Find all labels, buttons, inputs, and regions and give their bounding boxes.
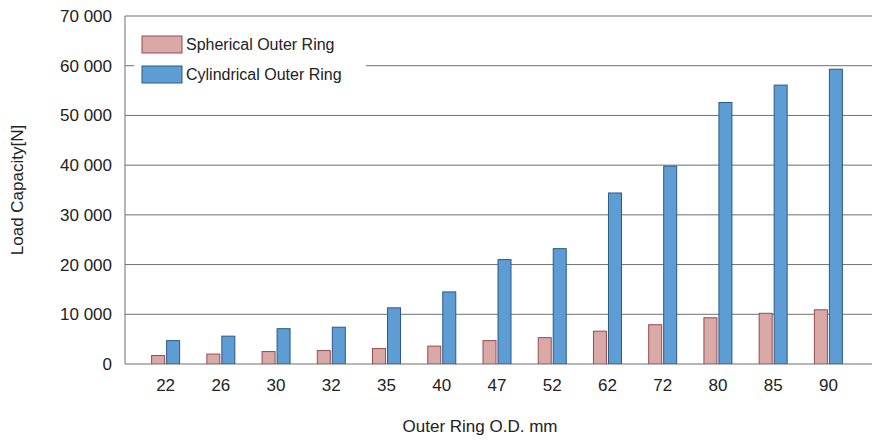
bar bbox=[373, 349, 386, 364]
bar bbox=[388, 308, 401, 364]
y-tick-label: 30 000 bbox=[60, 206, 112, 225]
grid-line bbox=[125, 165, 872, 166]
bar bbox=[428, 346, 441, 364]
legend: Spherical Outer Ring Cylindrical Outer Ri… bbox=[134, 26, 366, 96]
legend-label: Spherical Outer Ring bbox=[186, 36, 335, 53]
x-tick-label: 52 bbox=[543, 376, 562, 395]
bar bbox=[483, 341, 496, 364]
grid-line bbox=[125, 214, 872, 215]
chart: 0 10 000 20 000 30 000 40 000 50 000 60 000 70 … bbox=[0, 0, 880, 444]
bar bbox=[704, 318, 717, 364]
y-tick-label: 50 000 bbox=[60, 106, 112, 125]
x-tick-label: 47 bbox=[488, 376, 507, 395]
y-tick-label: 70 000 bbox=[60, 7, 112, 26]
bar bbox=[829, 69, 842, 364]
bar bbox=[152, 356, 165, 364]
bar bbox=[664, 166, 677, 364]
legend-swatch bbox=[142, 36, 182, 53]
y-tick-label: 60 000 bbox=[60, 57, 112, 76]
x-tick-label: 35 bbox=[377, 376, 396, 395]
y-tick-label: 10 000 bbox=[60, 305, 112, 324]
bar bbox=[719, 103, 732, 364]
bar bbox=[774, 85, 787, 364]
bar bbox=[443, 292, 456, 364]
x-tick-label: 30 bbox=[267, 376, 286, 395]
bar bbox=[277, 329, 290, 364]
x-axis-label: Outer Ring O.D. mm bbox=[403, 417, 558, 436]
x-tick-label: 90 bbox=[819, 376, 838, 395]
x-tick-label: 40 bbox=[432, 376, 451, 395]
x-tick-label: 22 bbox=[156, 376, 175, 395]
bar bbox=[498, 260, 511, 364]
y-tick-label: 20 000 bbox=[60, 256, 112, 275]
x-tick-label: 72 bbox=[653, 376, 672, 395]
x-tick-label: 32 bbox=[322, 376, 341, 395]
bar bbox=[262, 352, 275, 364]
x-tick-label: 80 bbox=[708, 376, 727, 395]
bar bbox=[593, 331, 606, 364]
y-tick-label: 0 bbox=[103, 355, 112, 374]
x-tick-label: 62 bbox=[598, 376, 617, 395]
bar bbox=[649, 325, 662, 364]
legend-swatch bbox=[142, 66, 182, 83]
x-tick-label: 85 bbox=[764, 376, 783, 395]
bar bbox=[553, 249, 566, 364]
bar bbox=[814, 310, 827, 364]
legend-box bbox=[134, 26, 366, 96]
bar bbox=[207, 354, 220, 364]
y-axis-line bbox=[125, 16, 126, 364]
y-tick-label: 40 000 bbox=[60, 156, 112, 175]
bar bbox=[317, 351, 330, 364]
y-axis-label: Load Capacity[N] bbox=[8, 125, 27, 255]
bars bbox=[152, 69, 843, 364]
bar bbox=[538, 338, 551, 364]
bar bbox=[332, 327, 345, 364]
bar bbox=[167, 341, 180, 364]
bar bbox=[222, 336, 235, 364]
x-tick-label: 26 bbox=[211, 376, 230, 395]
legend-label: Cylindrical Outer Ring bbox=[186, 66, 342, 83]
bar bbox=[608, 193, 621, 364]
grid-line bbox=[125, 115, 872, 116]
grid-line bbox=[125, 16, 872, 17]
bar bbox=[759, 313, 772, 364]
